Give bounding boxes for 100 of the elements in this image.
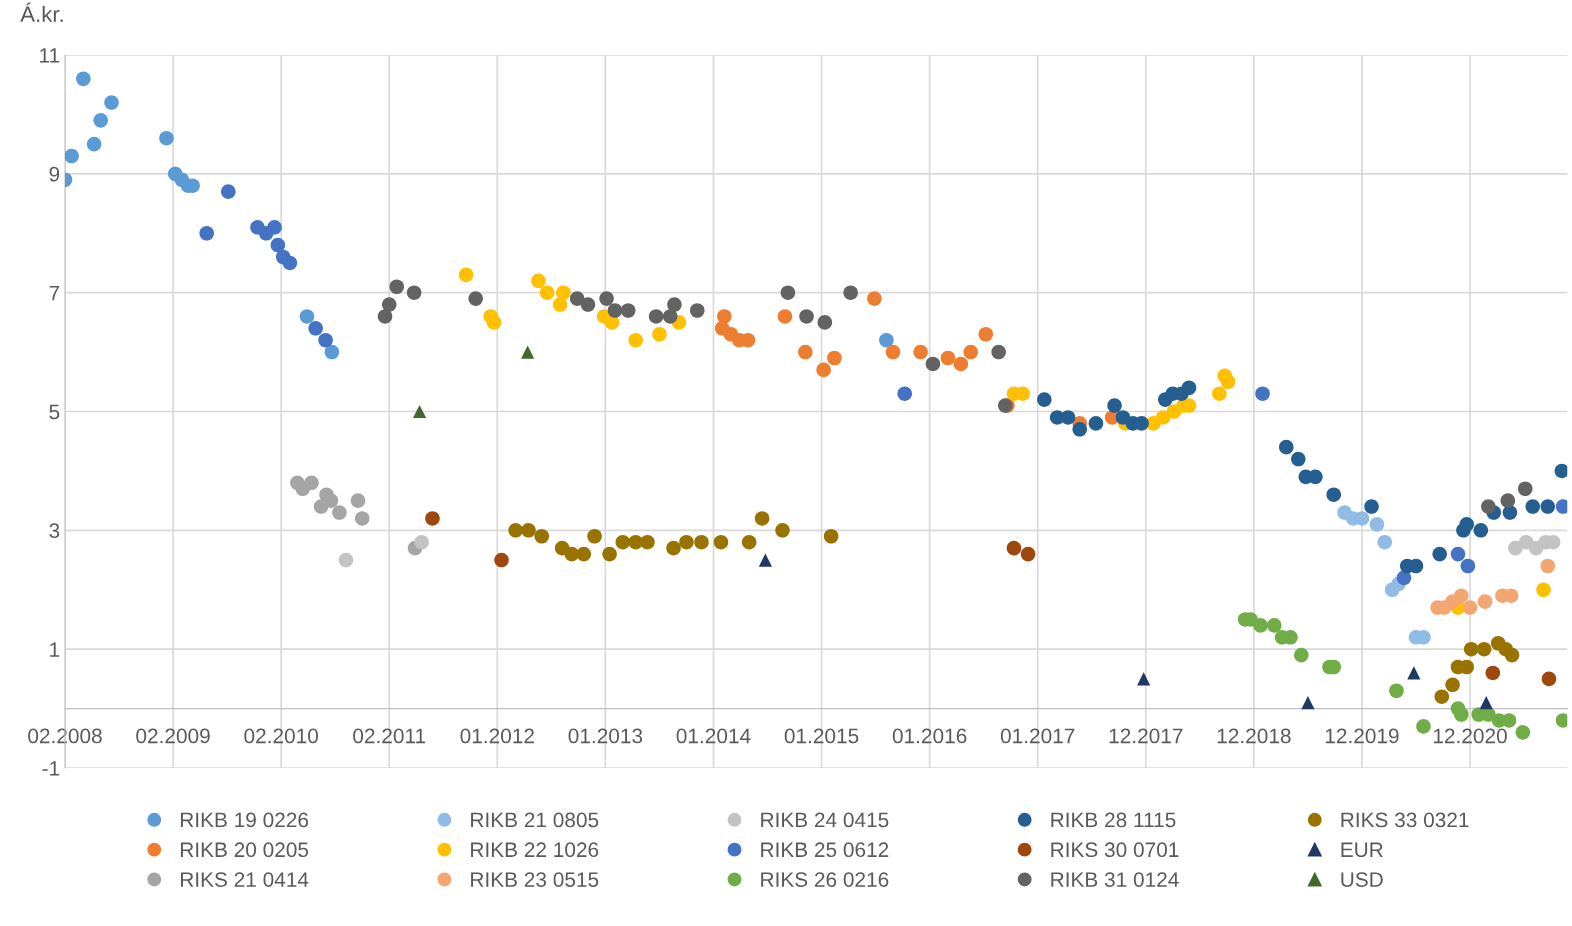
y-tick-label: -1 bbox=[42, 761, 60, 776]
x-tick-label: 01.2012 bbox=[460, 728, 534, 744]
point bbox=[1416, 719, 1431, 734]
y-tick-label: 9 bbox=[49, 166, 60, 182]
point bbox=[1541, 671, 1557, 687]
x-tick-label: 02.2008 bbox=[28, 728, 102, 744]
point bbox=[1377, 534, 1393, 550]
point bbox=[879, 332, 894, 348]
point bbox=[1137, 672, 1151, 686]
point bbox=[713, 534, 729, 550]
point bbox=[414, 534, 429, 550]
point bbox=[1500, 493, 1516, 508]
point bbox=[270, 237, 286, 253]
x-tick-label: 12.2019 bbox=[1325, 728, 1399, 744]
point bbox=[1294, 647, 1309, 663]
point bbox=[332, 505, 347, 520]
point bbox=[1060, 410, 1076, 425]
point bbox=[652, 326, 667, 342]
point bbox=[425, 511, 440, 526]
point bbox=[843, 285, 858, 300]
point bbox=[299, 309, 315, 324]
point bbox=[406, 285, 422, 300]
point bbox=[308, 321, 323, 336]
x-tick-label: 02.2009 bbox=[136, 728, 210, 744]
point bbox=[798, 344, 813, 360]
legend-label: RIKB 21 0805 bbox=[471, 812, 599, 828]
point bbox=[1369, 517, 1385, 532]
point bbox=[494, 552, 509, 568]
legend-label: RIKS 21 0414 bbox=[180, 872, 309, 887]
legend-label: EUR bbox=[1341, 842, 1383, 858]
point bbox=[564, 546, 580, 562]
point bbox=[389, 279, 405, 295]
legend-label: RIKB 24 0415 bbox=[761, 812, 889, 828]
point bbox=[620, 303, 636, 318]
point bbox=[76, 71, 91, 87]
point bbox=[552, 297, 568, 312]
point bbox=[1479, 696, 1493, 710]
point bbox=[1212, 386, 1227, 401]
point bbox=[521, 523, 536, 538]
x-tick-label: 12.2017 bbox=[1109, 728, 1183, 744]
point bbox=[1462, 600, 1478, 615]
point bbox=[381, 297, 397, 312]
point bbox=[412, 404, 427, 419]
x-tick-label: 01.2016 bbox=[892, 728, 967, 744]
legend-label: USD bbox=[1341, 872, 1383, 887]
point bbox=[534, 528, 550, 544]
point bbox=[1454, 588, 1469, 603]
point bbox=[587, 528, 602, 544]
point bbox=[817, 315, 833, 330]
point bbox=[1266, 618, 1282, 633]
y-tick-label: 7 bbox=[49, 285, 60, 301]
legend-label: RIKB 28 1115 bbox=[1051, 812, 1176, 828]
point bbox=[1364, 499, 1379, 514]
point bbox=[716, 309, 732, 324]
y-tick-label: 1 bbox=[50, 642, 60, 657]
x-tick-label: 01.2014 bbox=[676, 728, 751, 744]
point bbox=[754, 511, 770, 526]
point bbox=[913, 344, 928, 360]
legend-label: RIKB 25 0612 bbox=[761, 842, 889, 858]
point bbox=[925, 356, 941, 372]
point bbox=[1476, 641, 1492, 657]
point bbox=[777, 309, 793, 324]
x-tick-label: 12.2018 bbox=[1217, 728, 1291, 744]
point bbox=[991, 344, 1006, 360]
point bbox=[1181, 380, 1197, 396]
point bbox=[940, 350, 956, 366]
point bbox=[1432, 546, 1447, 562]
point bbox=[569, 291, 585, 306]
legend-label: RIKS 33 0321 bbox=[1341, 812, 1469, 828]
point bbox=[1037, 392, 1052, 407]
point bbox=[885, 344, 901, 360]
point bbox=[282, 255, 298, 271]
point bbox=[267, 220, 282, 235]
legend-label: RIKS 30 0701 bbox=[1051, 842, 1179, 858]
point bbox=[867, 291, 882, 306]
point bbox=[599, 291, 614, 306]
point bbox=[615, 534, 631, 550]
point bbox=[1020, 546, 1036, 562]
point bbox=[607, 303, 623, 318]
point bbox=[159, 130, 174, 146]
point bbox=[1072, 422, 1088, 437]
point bbox=[1308, 469, 1323, 485]
x-tick-label: 01.2013 bbox=[568, 728, 643, 744]
point bbox=[1220, 374, 1236, 390]
point bbox=[508, 523, 523, 538]
point bbox=[689, 303, 705, 318]
point bbox=[1554, 463, 1568, 479]
point bbox=[1434, 689, 1450, 704]
point bbox=[1155, 410, 1171, 425]
x-tick-label: 01.2017 bbox=[1000, 728, 1075, 744]
point bbox=[662, 309, 678, 324]
point bbox=[1525, 499, 1541, 514]
point bbox=[104, 95, 119, 110]
legend-label: RIKB 31 0124 bbox=[1051, 872, 1179, 887]
point bbox=[1555, 499, 1568, 514]
point bbox=[539, 285, 555, 300]
point bbox=[86, 136, 102, 152]
point bbox=[1291, 451, 1306, 467]
point bbox=[1517, 481, 1533, 497]
point bbox=[354, 511, 370, 526]
